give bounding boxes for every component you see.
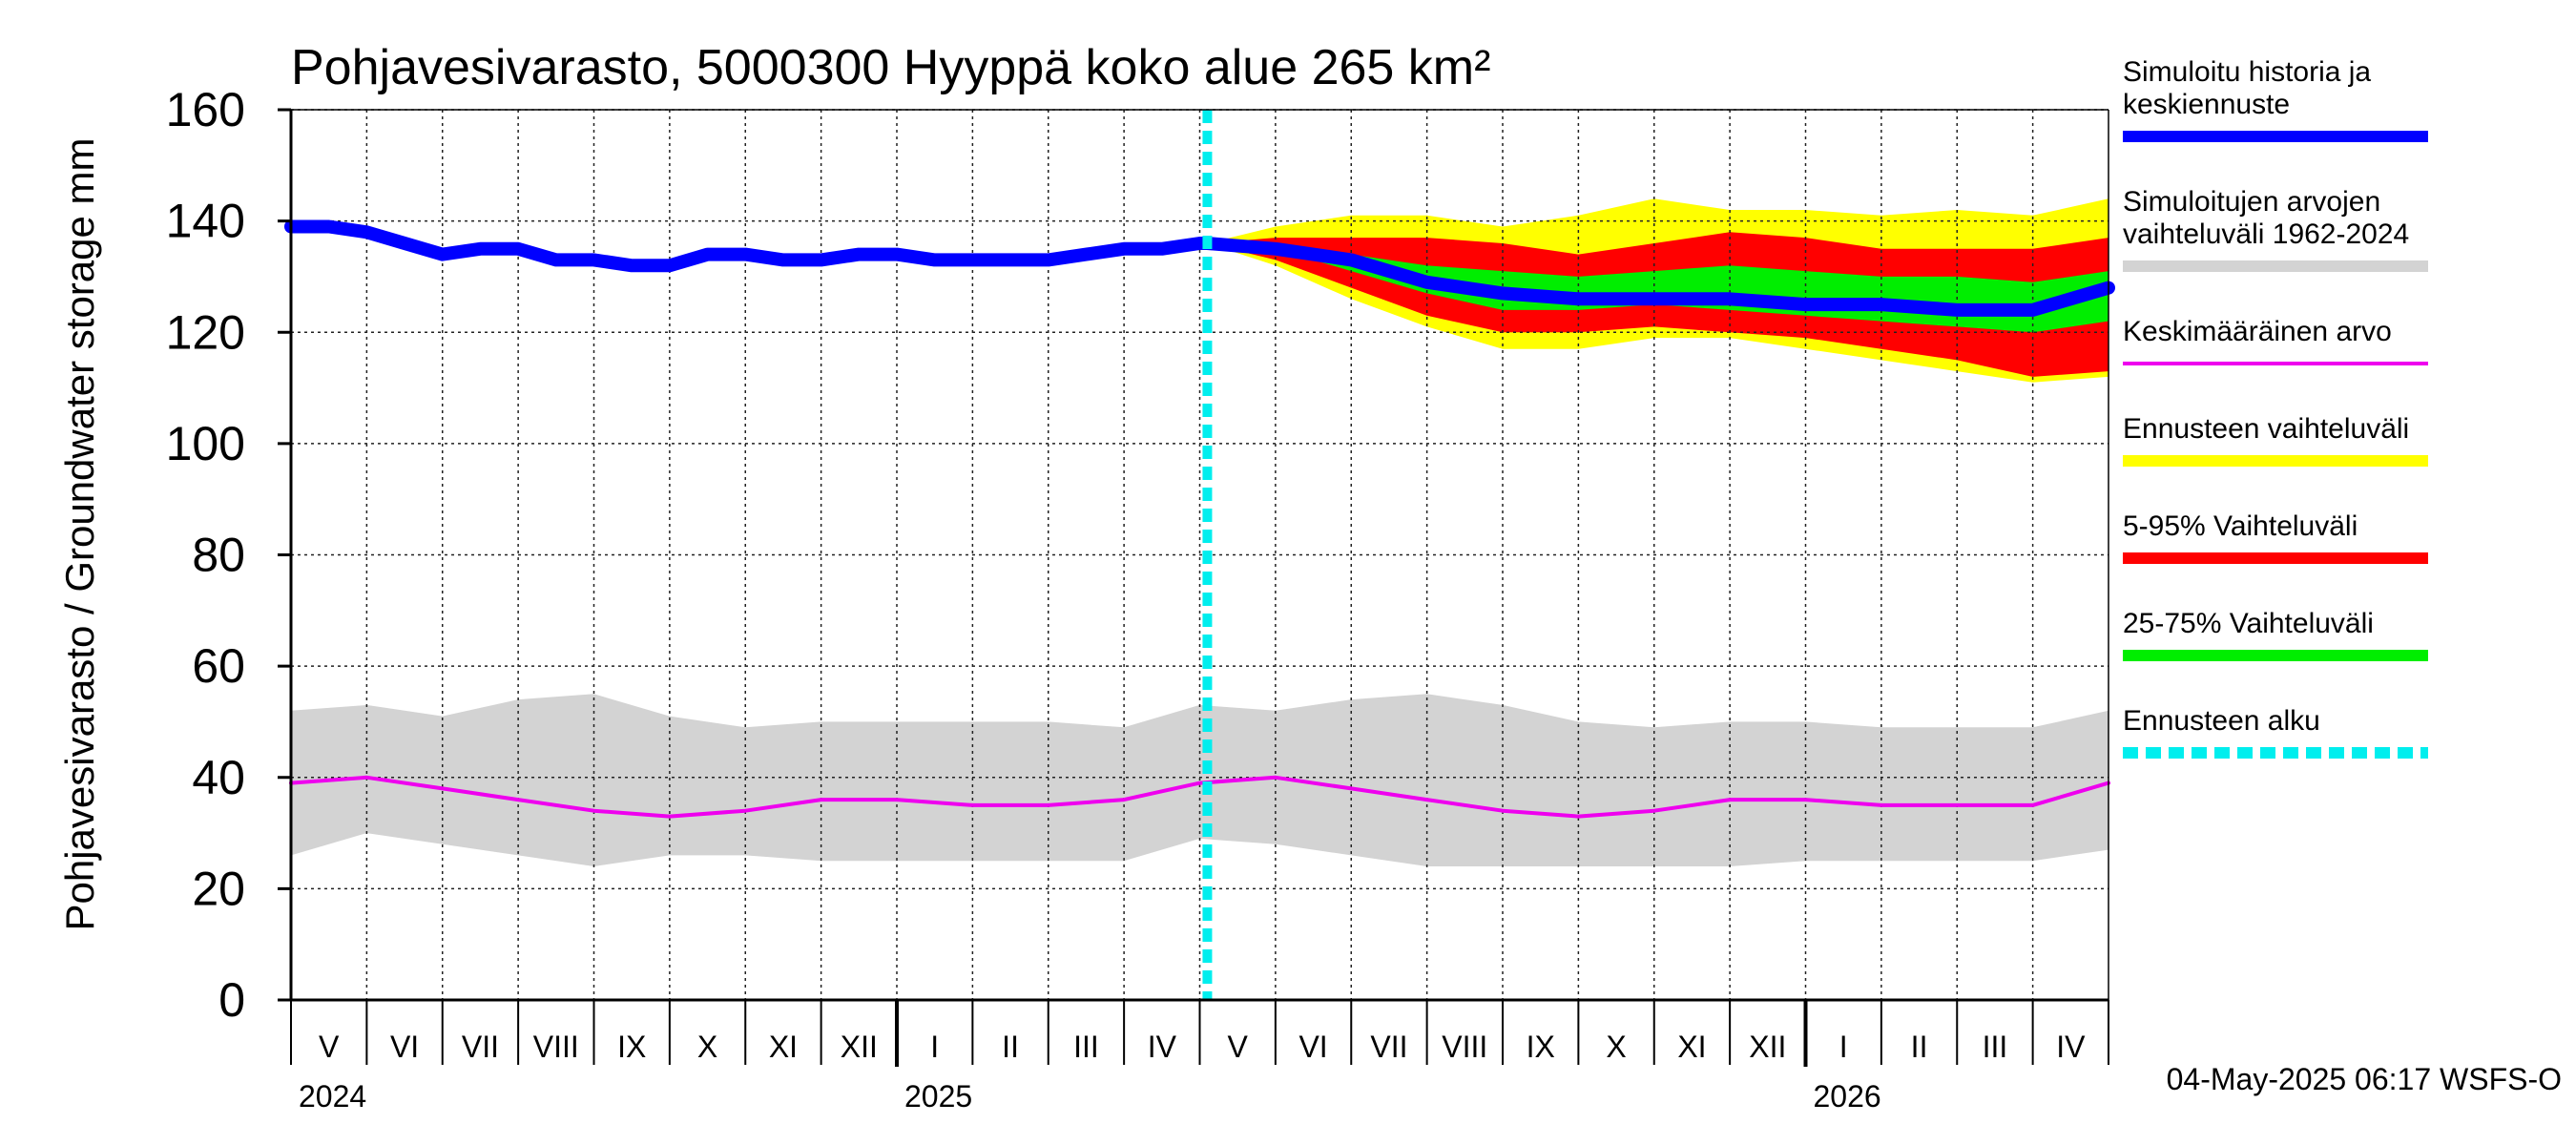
legend-label: vaihteluväli 1962-2024 [2123, 219, 2409, 250]
y-tick-label: 120 [166, 305, 245, 359]
x-month-label: XI [1677, 1030, 1706, 1064]
x-month-label: VIII [533, 1030, 579, 1064]
y-tick-label: 40 [192, 751, 245, 804]
footer-timestamp: 04-May-2025 06:17 WSFS-O [2167, 1062, 2562, 1096]
x-month-label: XII [841, 1030, 878, 1064]
chart-title: Pohjavesivarasto, 5000300 Hyyppä koko al… [291, 40, 1490, 95]
legend-item-keskim-r-inen-arvo: Keskimääräinen arvo [2123, 316, 2428, 365]
x-month-label: III [1983, 1030, 2008, 1064]
legend-label: Keskimääräinen arvo [2123, 316, 2392, 347]
x-month-label: III [1073, 1030, 1099, 1064]
x-year-label: 2024 [299, 1079, 366, 1114]
x-month-label: VIII [1442, 1030, 1487, 1064]
y-axis-label: Pohjavesivarasto / Groundwater storage m… [57, 137, 102, 930]
x-month-label: X [697, 1030, 717, 1064]
x-month-label: IV [1148, 1030, 1177, 1064]
x-month-label: IX [1527, 1030, 1555, 1064]
legend-item-5-95-vaihteluv-li: 5-95% Vaihteluväli [2123, 510, 2428, 564]
line-layer [284, 110, 2115, 1000]
x-year-label: 2025 [904, 1079, 972, 1114]
y-tick-label: 100 [166, 417, 245, 470]
y-tick-label: 20 [192, 862, 245, 915]
legend-label: Simuloitujen arvojen [2123, 186, 2380, 218]
y-tick-label: 140 [166, 195, 245, 248]
x-month-label: IX [617, 1030, 646, 1064]
x-month-label: VI [390, 1030, 419, 1064]
legend-item-ennusteen-vaihteluv-li: Ennusteen vaihteluväli [2123, 413, 2428, 467]
x-month-label: V [1228, 1030, 1249, 1064]
y-tick-label: 80 [192, 529, 245, 582]
series-keskim-r-inen-arvo [289, 775, 2110, 819]
x-month-label: X [1606, 1030, 1626, 1064]
x-year-label: 2026 [1814, 1079, 1881, 1114]
legend-item-ennusteen-alku: Ennusteen alku [2123, 705, 2428, 759]
x-month-label: VI [1298, 1030, 1327, 1064]
x-month-label: I [1839, 1030, 1848, 1064]
x-month-label: VII [1370, 1030, 1407, 1064]
x-month-label: V [319, 1030, 340, 1064]
y-tick-label: 160 [166, 83, 245, 136]
y-tick-label: 60 [192, 639, 245, 693]
legend-label: Ennusteen alku [2123, 705, 2320, 737]
y-tick-label: 0 [218, 973, 245, 1027]
x-month-label: I [930, 1030, 939, 1064]
x-month-label: II [1002, 1030, 1019, 1064]
legend-item-25-75-vaihteluv-li: 25-75% Vaihteluväli [2123, 608, 2428, 661]
legend-label: 5-95% Vaihteluväli [2123, 510, 2358, 542]
x-month-label: IV [2056, 1030, 2086, 1064]
series-simuloitu-historia-ja-keskiennuste [284, 219, 2115, 317]
x-month-label: II [1911, 1030, 1928, 1064]
legend-label: keskiennuste [2123, 89, 2290, 120]
x-month-label: XII [1749, 1030, 1786, 1064]
legend-label: Ennusteen vaihteluväli [2123, 413, 2409, 445]
legend-label: 25-75% Vaihteluväli [2123, 608, 2374, 639]
x-month-label: VII [462, 1030, 499, 1064]
legend: Simuloitu historia jakeskiennusteSimuloi… [2123, 56, 2428, 759]
x-month-label: XI [769, 1030, 798, 1064]
legend-label: Simuloitu historia ja [2123, 56, 2371, 88]
